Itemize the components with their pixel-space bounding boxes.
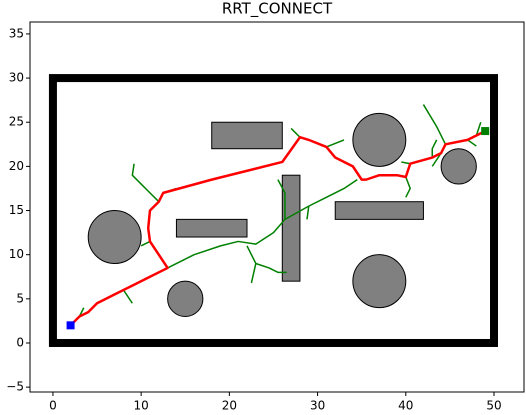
tree-branch bbox=[167, 179, 286, 269]
tree-branch bbox=[290, 127, 301, 138]
tree-branch bbox=[306, 206, 310, 220]
circle-obstacle bbox=[352, 112, 407, 167]
rect-obstacle bbox=[175, 218, 248, 238]
tree-branch bbox=[401, 161, 411, 165]
goal-marker bbox=[481, 127, 490, 136]
tree-branch bbox=[475, 121, 482, 136]
x-tick-label: 10 bbox=[134, 399, 149, 413]
circle-obstacle bbox=[87, 210, 142, 265]
y-tick-label: 30 bbox=[9, 71, 24, 85]
tree-branch bbox=[326, 139, 345, 148]
tree-branch bbox=[422, 104, 447, 145]
tree-branch bbox=[246, 245, 257, 284]
y-tick-label: 15 bbox=[9, 203, 24, 217]
rect-obstacle bbox=[211, 121, 283, 150]
y-tick-label: 10 bbox=[9, 247, 24, 261]
rect-obstacle bbox=[281, 174, 301, 282]
x-tick-label: 40 bbox=[398, 399, 413, 413]
y-tick-label: 20 bbox=[9, 159, 24, 173]
boundary bbox=[48, 74, 499, 347]
y-tick-label: −5 bbox=[6, 380, 24, 394]
tree-branch bbox=[255, 262, 287, 274]
y-tick-label: 0 bbox=[16, 335, 24, 349]
tree-branch bbox=[284, 179, 358, 221]
tree-branch bbox=[405, 176, 411, 198]
x-tick-label: 30 bbox=[310, 399, 325, 413]
axes-frame bbox=[29, 21, 525, 393]
tree-branch bbox=[431, 139, 438, 158]
rect-obstacle bbox=[334, 201, 424, 220]
start-marker bbox=[66, 321, 75, 330]
x-tick-label: 20 bbox=[222, 399, 237, 413]
x-tick-label: 0 bbox=[49, 399, 57, 413]
y-tick-label: 5 bbox=[16, 291, 24, 305]
tree-branch bbox=[140, 240, 151, 247]
circle-obstacle bbox=[167, 280, 204, 317]
tree-branch bbox=[431, 152, 442, 167]
y-tick-label: 25 bbox=[9, 115, 24, 129]
circle-obstacle bbox=[440, 148, 477, 185]
tree-branch bbox=[467, 139, 477, 147]
y-tick-label: 35 bbox=[9, 26, 24, 40]
chart-title: RRT_CONNECT bbox=[222, 0, 333, 19]
tree-branch bbox=[131, 163, 160, 203]
circle-obstacle bbox=[352, 254, 407, 309]
x-tick-label: 50 bbox=[486, 399, 501, 413]
planned-path bbox=[69, 129, 486, 327]
